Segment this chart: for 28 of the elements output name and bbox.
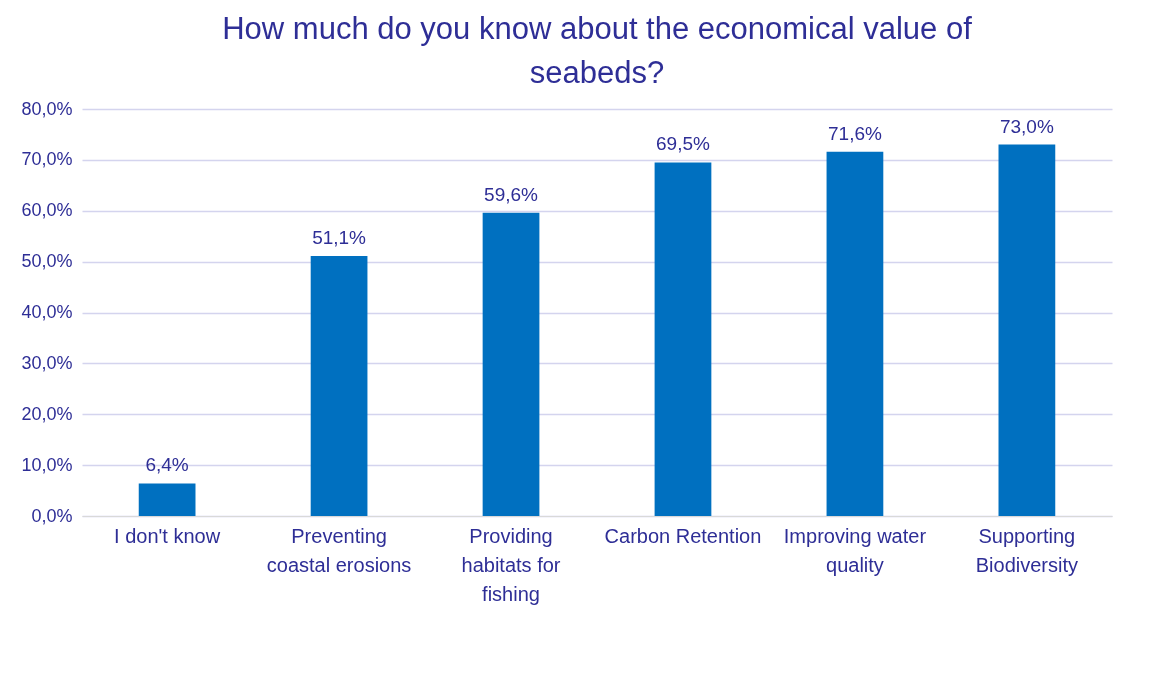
data-label: 51,1% bbox=[312, 227, 367, 249]
bar bbox=[138, 483, 196, 516]
x-tick-label: Providing habitats for fishing bbox=[461, 524, 561, 605]
y-tick-label: 0,0% bbox=[31, 505, 73, 526]
y-tick-label: 20,0% bbox=[21, 403, 73, 424]
bar bbox=[310, 256, 368, 516]
y-tick-label: 70,0% bbox=[21, 149, 73, 170]
y-tick-label: 10,0% bbox=[21, 454, 73, 475]
bar bbox=[826, 151, 884, 516]
data-label: 69,5% bbox=[656, 133, 711, 155]
chart-title: How much do you know about the economical value of seabeds? bbox=[222, 11, 973, 90]
y-tick-label: 50,0% bbox=[21, 251, 73, 272]
x-tick-label: Supporting Biodiversity bbox=[975, 524, 1079, 576]
y-tick-label: 30,0% bbox=[21, 352, 73, 373]
y-tick-label: 60,0% bbox=[21, 200, 73, 221]
data-label: 71,6% bbox=[827, 122, 882, 144]
bar bbox=[654, 162, 712, 516]
x-tick-label: Improving water quality bbox=[783, 524, 927, 576]
bar bbox=[998, 144, 1056, 516]
x-tick-label: Carbon Retention bbox=[604, 524, 762, 547]
data-label: 6,4% bbox=[145, 454, 189, 476]
x-tick-label: Preventing coastal erosions bbox=[266, 524, 412, 576]
data-label: 59,6% bbox=[484, 183, 539, 205]
y-tick-label: 80,0% bbox=[21, 98, 73, 119]
y-tick-label: 40,0% bbox=[21, 302, 73, 322]
bar bbox=[482, 212, 540, 516]
data-label: 73,0% bbox=[999, 115, 1054, 137]
x-tick-label: I don't know bbox=[114, 524, 221, 547]
